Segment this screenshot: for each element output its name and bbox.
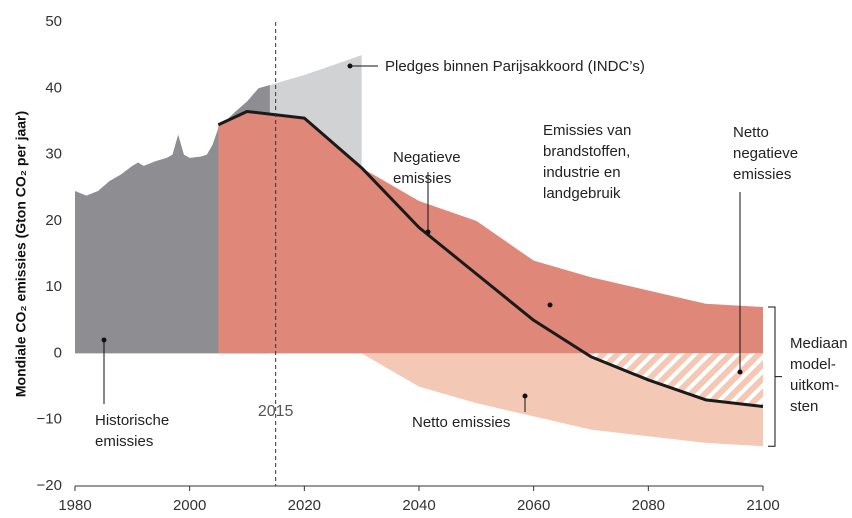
x-tick-label: 2100 [746, 497, 779, 514]
area [218, 111, 764, 354]
x-tick-label: 2020 [288, 497, 321, 514]
series-label: Negatieve emissies [393, 149, 461, 187]
y-tick-label: 0 [54, 344, 62, 361]
hatch-area [585, 353, 763, 407]
annotation-dot [547, 302, 553, 308]
x-tick-label: 2060 [517, 497, 550, 514]
series-label: Emissies van brandstoffen, industrie en … [543, 122, 632, 202]
y-tick-label: −20 [37, 477, 62, 494]
x-tick-label: 2040 [402, 497, 435, 514]
x-tick-label: 2080 [632, 497, 665, 514]
y-tick-label: 40 [45, 79, 62, 96]
reference-label: 2015 [258, 403, 294, 420]
annotation: Mediaan model- uitkom- sten [790, 335, 848, 415]
y-tick-label: 50 [45, 13, 62, 30]
y-axis-label: Mondiale CO₂ emissies (Gton CO₂ per jaar… [13, 111, 29, 397]
y-tick-label: 20 [45, 212, 62, 229]
y-tick-label: −10 [37, 411, 62, 428]
line [217, 109, 764, 408]
bracket [768, 306, 782, 447]
x-tick-label: 1980 [58, 497, 91, 514]
series-label: Pledges binnen Parijsakkoord (INDC’s) [385, 58, 645, 75]
series-label: Netto emissies [412, 414, 511, 431]
series-label: Historische emissies [95, 412, 170, 450]
annotation: Netto negatieve emissies [733, 124, 799, 183]
x-tick-label: 2000 [173, 497, 206, 514]
y-tick-label: 30 [45, 146, 62, 163]
y-tick-label: 10 [45, 278, 62, 295]
